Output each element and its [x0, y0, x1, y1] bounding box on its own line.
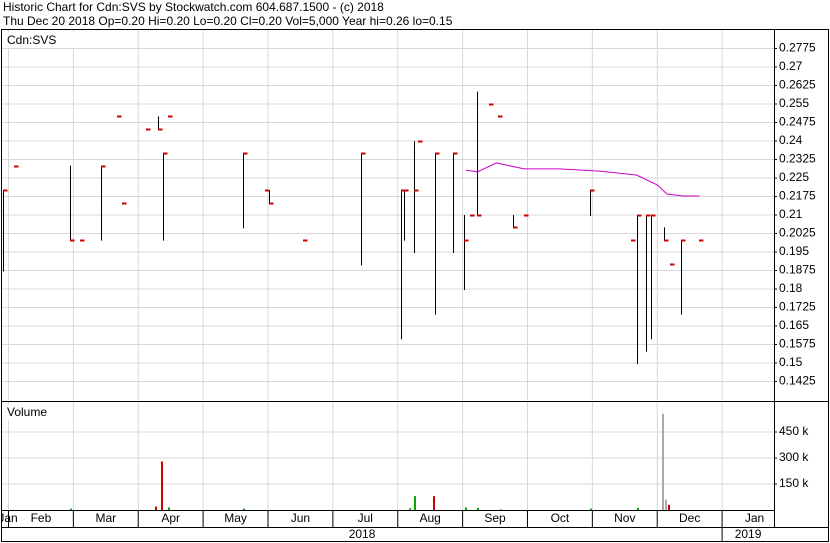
chart-title: Historic Chart for Cdn:SVS by Stockwatch… — [3, 0, 384, 14]
volume-bar — [161, 461, 163, 510]
y-tick-label: 0.165 — [779, 318, 809, 332]
x-axis: Jan Feb Mar Apr May Jun Jul Aug Sep Oct Nov Dec Jan 2… — [0, 510, 764, 541]
chart-subtitle: Thu Dec 20 2018 Op=0.20 Hi=0.20 Lo=0.20 … — [3, 14, 453, 28]
volume-bar — [668, 504, 670, 510]
x-tick-label: Sep — [484, 511, 506, 525]
volume-bar — [500, 509, 502, 510]
x-tick-label: Oct — [551, 511, 570, 525]
volume-bar — [477, 507, 479, 510]
volume-bar — [465, 507, 467, 510]
y-tick-label: 0.21 — [779, 207, 803, 221]
volume-bar — [590, 508, 592, 510]
y-tick-label: 0.1425 — [779, 374, 816, 388]
y-tick-label: 0.2625 — [779, 78, 816, 92]
volume-bar — [155, 506, 157, 510]
y-tick-label: 0.2025 — [779, 226, 816, 240]
x-tick-label: Aug — [419, 511, 440, 525]
volume-bar — [662, 413, 664, 510]
x-tick-label: Jan — [745, 511, 764, 525]
panel-label: Volume — [7, 405, 47, 419]
y-tick-label: 150 k — [779, 476, 809, 490]
y-tick-label: 0.2175 — [779, 189, 816, 203]
volume-bar — [433, 496, 435, 510]
x-tick-label: Feb — [31, 511, 52, 525]
y-tick-label: 0.24 — [779, 133, 803, 147]
y-tick-label: 0.27 — [779, 59, 803, 73]
y-tick-label: 0.1725 — [779, 300, 816, 314]
volume-bar — [414, 496, 416, 510]
grid: 0.1425 0.15 0.1575 0.165 0.1725 0.18 0.1875 0.1… — [2, 30, 816, 510]
labels: Cdn:SVS Volume — [4, 32, 74, 420]
y-tick-label: 0.2325 — [779, 152, 816, 166]
y-tick-label: 0.1575 — [779, 337, 816, 351]
y-tick-label: 0.15 — [779, 355, 803, 369]
x-tick-label: Nov — [614, 511, 635, 525]
volume-bar — [243, 508, 245, 510]
frame — [1, 29, 829, 542]
volume-bar — [665, 499, 667, 510]
volume-bar — [409, 508, 411, 510]
year-label: 2019 — [735, 527, 762, 541]
y-tick-label: 0.1875 — [779, 263, 816, 277]
y-tick-label: 0.2775 — [779, 41, 816, 55]
y-tick-label: 450 k — [779, 424, 809, 438]
y-tick-label: 0.255 — [779, 96, 809, 110]
volume-bar — [637, 507, 639, 510]
y-tick-label: 0.18 — [779, 281, 803, 295]
y-tick-label: 0.195 — [779, 244, 809, 258]
x-tick-label: Jan — [0, 511, 18, 525]
label-bg — [4, 404, 64, 420]
volume-panel — [70, 413, 670, 510]
x-tick-label: May — [224, 511, 247, 525]
volume-bar — [70, 508, 72, 510]
price-panel — [3, 91, 704, 364]
y-tick-label: 0.2475 — [779, 115, 816, 129]
x-tick-label: Mar — [95, 511, 116, 525]
x-tick-label: Apr — [161, 511, 180, 525]
year-label: 2018 — [349, 527, 376, 541]
label-bg — [4, 32, 74, 48]
moving-average — [465, 162, 700, 197]
x-tick-label: Dec — [679, 511, 700, 525]
y-tick-label: 300 k — [779, 450, 809, 464]
panel-label: Cdn:SVS — [7, 33, 56, 47]
x-tick-label: Jun — [291, 511, 310, 525]
y-tick-label: 0.225 — [779, 170, 809, 184]
volume-bar — [168, 507, 170, 510]
x-tick-label: Jul — [358, 511, 373, 525]
